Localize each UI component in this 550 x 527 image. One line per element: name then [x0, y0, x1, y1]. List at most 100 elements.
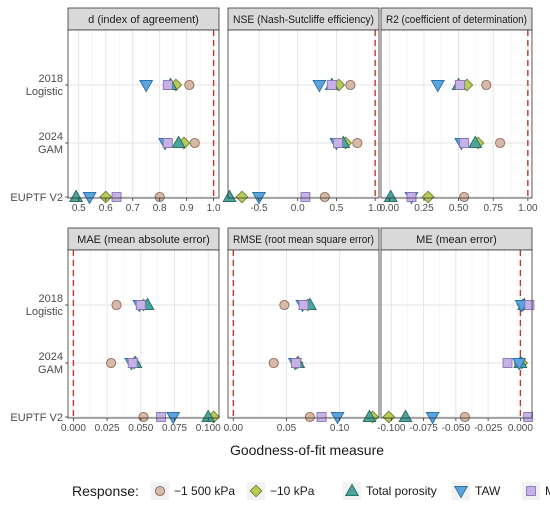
legend-label: TAW — [475, 484, 501, 498]
x-tick-label: -0.050 — [442, 423, 471, 434]
x-tick-label: 0.50 — [449, 203, 469, 214]
x-tick-label: 0.025 — [95, 423, 120, 434]
legend-label: −10 kPa — [270, 484, 315, 498]
legend-symbol — [453, 485, 469, 499]
x-tick-label: 0.6 — [99, 203, 113, 214]
x-tick-label: 0.9 — [180, 203, 194, 214]
legend-symbol — [154, 485, 166, 497]
x-tick-label: 0.75 — [483, 203, 503, 214]
data-point — [345, 79, 356, 91]
data-point — [481, 79, 492, 91]
x-tick-label: -0.5 — [250, 203, 268, 214]
x-tick-label: 0.075 — [162, 423, 187, 434]
x-tick-label: 0.5 — [329, 203, 343, 214]
data-point — [298, 300, 309, 310]
data-point — [154, 191, 165, 203]
data-point — [139, 79, 154, 93]
data-point — [304, 411, 315, 423]
data-point — [316, 412, 327, 422]
data-point — [222, 189, 237, 203]
data-point — [162, 138, 173, 148]
y-row-label-line2: Logistic — [26, 306, 64, 318]
data-point — [201, 409, 216, 423]
data-point — [406, 192, 417, 202]
data-point — [111, 192, 122, 202]
panel-border — [227, 249, 380, 419]
data-point — [352, 137, 363, 149]
x-tick-label: 0.05 — [277, 423, 297, 434]
y-row-label-line2: Logistic — [26, 86, 64, 98]
legend-symbol — [526, 486, 536, 496]
x-axis-title: Goodness-of-fit measure — [230, 442, 384, 458]
data-point — [459, 138, 470, 148]
data-point — [291, 358, 302, 368]
data-point — [162, 80, 173, 90]
data-point — [319, 191, 330, 203]
legend-label: −1 500 kPa — [174, 484, 235, 498]
data-point — [512, 357, 527, 371]
x-tick-label: 0.000 — [61, 423, 86, 434]
y-row-label-line1: 2018 — [39, 73, 63, 85]
legend-label: Total porosity — [366, 484, 437, 498]
panel-title: MAE (mean absolute error) — [77, 234, 210, 246]
data-point — [138, 411, 149, 423]
panel-background — [68, 30, 219, 198]
panel-border — [227, 29, 380, 199]
panel-background — [228, 250, 379, 418]
y-row-label-line2: GAM — [38, 144, 63, 156]
data-point — [326, 80, 337, 90]
x-tick-label: 0.100 — [196, 423, 221, 434]
panel-title: NSE (Nash-Sutcliffe efficiency) — [233, 14, 374, 26]
x-tick-label: 1.0 — [207, 203, 221, 214]
x-tick-label: 0.25 — [414, 203, 434, 214]
data-point — [184, 79, 195, 91]
x-tick-label: 0.000 — [508, 423, 533, 434]
x-tick-label: -0.075 — [409, 423, 438, 434]
panel-background — [228, 30, 379, 198]
data-point — [156, 412, 166, 422]
data-point — [430, 79, 445, 93]
data-point — [468, 135, 483, 149]
data-point — [495, 137, 506, 149]
x-tick-label: -0.100 — [377, 423, 406, 434]
x-tick-label: 0.00 — [224, 423, 244, 434]
data-point — [333, 138, 343, 148]
x-tick-label: 0.10 — [330, 423, 350, 434]
x-tick-label: 1.00 — [518, 203, 538, 214]
panel-title: d (index of agreement) — [88, 14, 199, 26]
panel-border — [67, 29, 220, 199]
data-point — [459, 411, 470, 423]
x-tick-label: 0.00 — [380, 203, 400, 214]
data-point — [268, 357, 279, 369]
y-row-label-line2: GAM — [38, 364, 63, 376]
legend-symbol — [249, 484, 263, 498]
legend-label: MP — [545, 484, 550, 498]
legend-symbol — [344, 483, 360, 497]
data-point — [127, 358, 138, 368]
data-point — [523, 412, 534, 422]
x-tick-label: 0.8 — [153, 203, 167, 214]
y-row-label-line1: 2024 — [39, 351, 63, 363]
y-row-label: EUPTF V2 — [10, 412, 63, 424]
data-point — [502, 358, 513, 368]
data-point — [383, 189, 398, 203]
x-tick-label: -0.025 — [474, 423, 503, 434]
data-point — [106, 357, 117, 369]
panel-border — [380, 29, 533, 199]
data-point — [135, 300, 146, 310]
x-tick-label: 1.0 — [368, 203, 382, 214]
panel-title: RMSE (root mean square error) — [233, 234, 374, 246]
data-point — [312, 79, 327, 93]
x-tick-label: 0.0 — [291, 203, 305, 214]
data-point — [69, 189, 84, 203]
y-row-label: EUPTF V2 — [10, 192, 63, 204]
data-point — [279, 299, 290, 311]
data-point — [362, 409, 377, 423]
data-point — [300, 192, 311, 202]
x-tick-label: 0.7 — [126, 203, 140, 214]
y-row-label-line1: 2018 — [39, 293, 63, 305]
panel-border — [67, 249, 220, 419]
panel-background — [381, 30, 532, 198]
